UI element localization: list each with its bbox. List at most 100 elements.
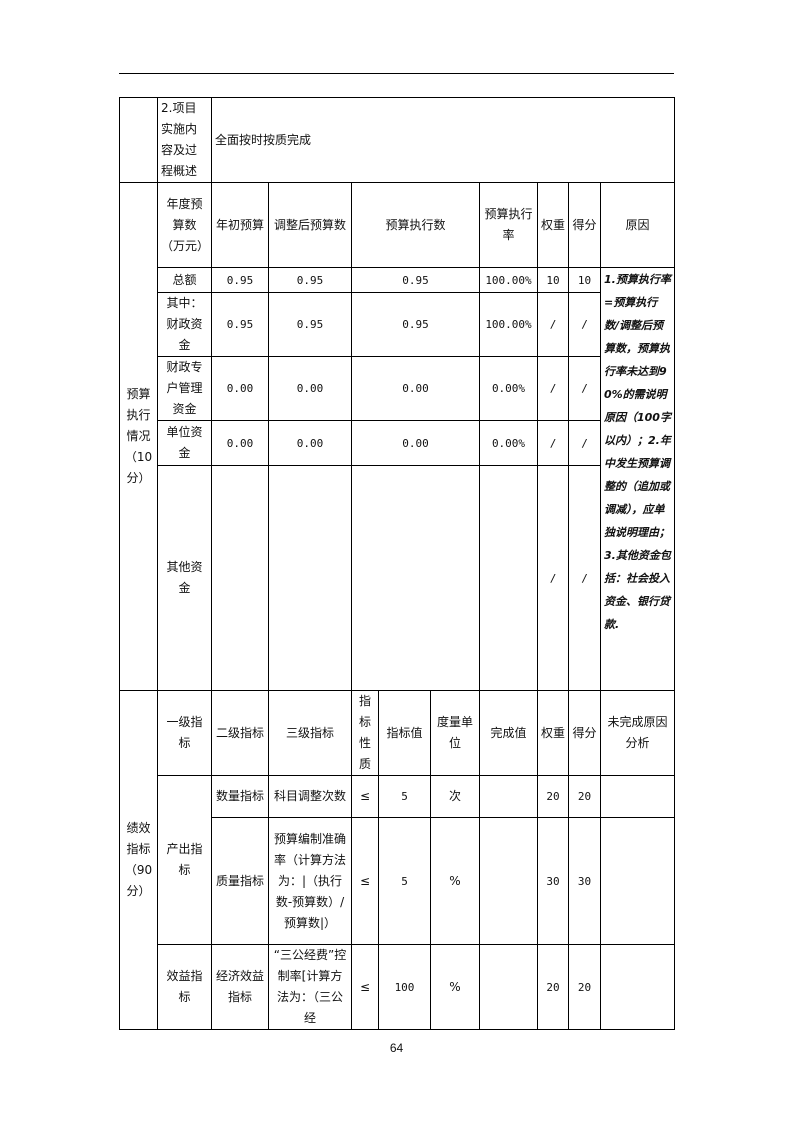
table-row: 产出指标 数量指标 科目调整次数 ≤ 5 次 20 20 (120, 775, 676, 945)
cell: 10 (568, 267, 601, 293)
header-cell: 度量单位 (430, 690, 480, 776)
cell: 0.95 (268, 292, 352, 357)
cell: 0.95 (268, 267, 352, 293)
cell: 100 (378, 944, 431, 1030)
cell: / (537, 356, 569, 421)
header-cell: 未完成原因分析 (599, 690, 676, 776)
header-cell: 原因 (599, 182, 676, 268)
overview-row: 2.项目实施内容及过程概述 全面按时按质完成 (119, 97, 676, 183)
cell: 0.95 (211, 267, 269, 293)
header-cell: 预算执行率 (479, 182, 538, 268)
cell: 5 (378, 817, 431, 945)
cell (599, 944, 676, 1030)
cell: ≤ (351, 817, 379, 945)
header-rule (119, 73, 674, 74)
header-cell: 二级指标 (211, 690, 269, 776)
cell (211, 465, 269, 691)
table-row: 效益指标 经济效益指标 “三公经费”控制率[计算方法为：（三公经 ≤ 100 %… (120, 944, 676, 1030)
budget-header-row: 预算执行情况（10分） 年度预算数（万元） 年初预算 调整后预算数 预算执行数 … (119, 182, 676, 691)
cell: % (430, 944, 480, 1030)
cell: 预算编制准确率（计算方法为：|（执行数-预算数）/预算数|） (268, 817, 352, 945)
cell: 0.00 (351, 420, 480, 466)
header-cell: 预算执行数 (351, 182, 480, 268)
cell (268, 465, 352, 691)
cell: % (430, 817, 480, 945)
cell: 0.95 (211, 292, 269, 357)
header-cell: 年初预算 (211, 182, 269, 268)
cell: 0.95 (351, 267, 480, 293)
cell: 5 (378, 775, 431, 818)
cell: “三公经费”控制率[计算方法为：（三公经 (268, 944, 352, 1030)
cell: 质量指标 (211, 817, 269, 945)
cell: / (568, 420, 601, 466)
header-cell: 权重 (537, 690, 569, 776)
cell: 100.00% (479, 267, 538, 293)
row-name: 其中：财政资金 (157, 292, 212, 357)
cell: 科目调整次数 (268, 775, 352, 818)
cell: 0.00 (268, 420, 352, 466)
performance-header-row: 绩效指标（90分） 一级指标 二级指标 三级指标 指标性质 指标值 度量单位 完… (119, 690, 676, 1030)
budget-section-label: 预算执行情况（10分） (119, 182, 158, 691)
cell: 20 (537, 775, 569, 818)
row-name: 财政专户管理资金 (157, 356, 212, 421)
cell: 20 (537, 944, 569, 1030)
table-row: 质量指标 预算编制准确率（计算方法为：|（执行数-预算数）/预算数|） ≤ 5 … (120, 817, 676, 945)
header-cell: 得分 (568, 182, 601, 268)
cell: 0.00% (479, 356, 538, 421)
cell: / (568, 292, 601, 357)
header-cell: 完成值 (479, 690, 538, 776)
cell: / (537, 292, 569, 357)
cell: / (568, 356, 601, 421)
cell: 30 (537, 817, 569, 945)
cell: 经济效益指标 (211, 944, 269, 1030)
cell: 0.00% (479, 420, 538, 466)
cell: 20 (568, 944, 601, 1030)
cell: 0.00 (351, 356, 480, 421)
header-cell: 一级指标 (157, 690, 212, 776)
table-row: 财政专户管理资金 0.00 0.00 0.00 0.00% / / (120, 356, 675, 421)
table-row: 其他资金 / / (120, 465, 675, 691)
cell: 100.00% (479, 292, 538, 357)
cell: 0.95 (351, 292, 480, 357)
cell: / (537, 420, 569, 466)
level1-cell: 效益指标 (157, 944, 212, 1030)
header-cell: 年度预算数（万元） (157, 182, 212, 268)
reason-note: 1.预算执行率=预算执行数/调整后预算数，预算执行率未达到90%的需说明原因（1… (599, 267, 676, 691)
cell: 0.00 (211, 420, 269, 466)
cell: ≤ (351, 944, 379, 1030)
header-cell: 得分 (568, 690, 601, 776)
cell (479, 944, 538, 1030)
performance-section-label: 绩效指标（90分） (119, 690, 158, 1030)
cell: 20 (568, 775, 601, 818)
table-row: 总额 0.95 0.95 0.95 100.00% 10 10 1.预算执行率=… (120, 267, 676, 691)
table-row: 其中：财政资金 0.95 0.95 0.95 100.00% / / (120, 292, 675, 357)
cell: / (537, 465, 569, 691)
evaluation-table: 2.项目实施内容及过程概述 全面按时按质完成 预算执行情况（10分） 年度预算数… (119, 97, 676, 1030)
table-row: 单位资金 0.00 0.00 0.00 0.00% / / (120, 420, 675, 466)
cell: 0.00 (211, 356, 269, 421)
cell: ≤ (351, 775, 379, 818)
level1-cell: 产出指标 (157, 775, 212, 945)
overview-label: 2.项目实施内容及过程概述 (157, 97, 212, 183)
cell (479, 465, 538, 691)
cell (351, 465, 480, 691)
page-number: 64 (389, 1041, 404, 1055)
cell (479, 775, 538, 818)
cell (599, 775, 676, 818)
header-cell: 指标性质 (351, 690, 379, 776)
overview-content: 全面按时按质完成 (210, 97, 676, 183)
header-cell: 调整后预算数 (268, 182, 352, 268)
cell: / (568, 465, 601, 691)
cell: 10 (537, 267, 569, 293)
cell (599, 817, 676, 945)
cell: 0.00 (268, 356, 352, 421)
row-name: 其他资金 (157, 465, 212, 691)
cell: 30 (568, 817, 601, 945)
cell: 数量指标 (211, 775, 269, 818)
header-cell: 权重 (537, 182, 569, 268)
header-cell: 指标值 (378, 690, 431, 776)
header-cell: 三级指标 (268, 690, 352, 776)
row-name: 总额 (157, 267, 212, 293)
cell: 次 (430, 775, 480, 818)
